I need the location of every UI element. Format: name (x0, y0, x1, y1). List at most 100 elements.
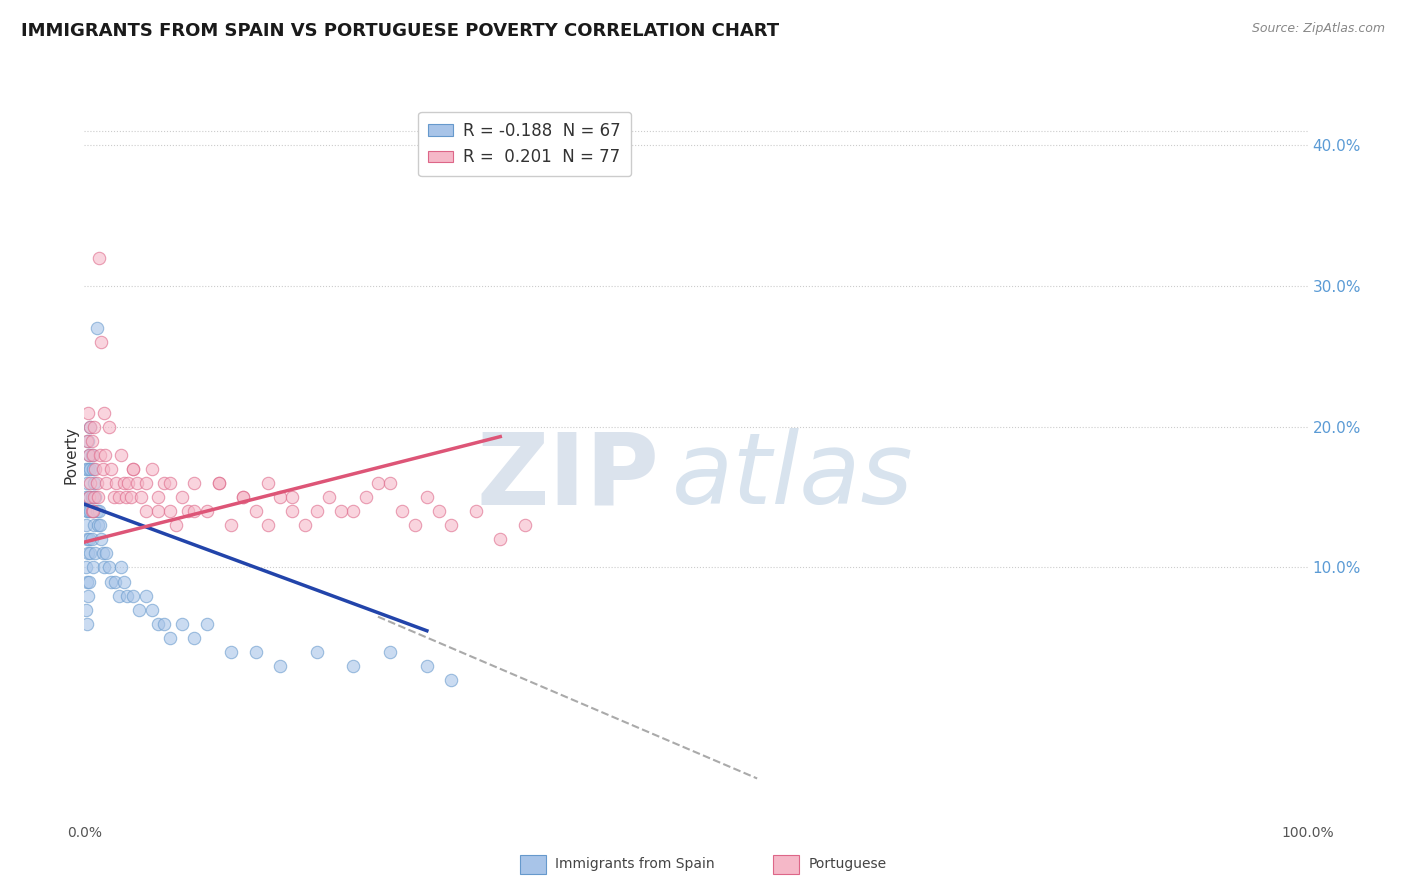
Point (129, 490, 152, 504)
Point (100, 462, 122, 476)
Point (110, 448, 132, 462)
Point (86, 321, 108, 335)
Text: ZIP: ZIP (477, 428, 659, 525)
Point (513, 518, 536, 533)
Point (146, 490, 169, 504)
Point (93, 406, 115, 420)
Point (77, 546, 100, 560)
Point (159, 504, 181, 518)
Point (183, 476, 205, 491)
Point (79, 546, 101, 560)
Point (86, 504, 108, 518)
Text: Portuguese: Portuguese (808, 857, 887, 871)
Point (107, 589, 129, 603)
Point (100, 574, 122, 589)
Point (153, 476, 176, 491)
Point (77, 448, 100, 462)
Point (77, 448, 100, 462)
Point (89, 518, 111, 533)
Point (219, 518, 242, 533)
Point (82, 448, 104, 462)
Point (83, 490, 105, 504)
Point (416, 659, 439, 673)
Point (257, 476, 280, 491)
Point (112, 476, 135, 491)
Point (404, 518, 426, 533)
Point (82, 462, 104, 476)
Legend: R = -0.188  N = 67, R =  0.201  N = 77: R = -0.188 N = 67, R = 0.201 N = 77 (419, 112, 631, 177)
Point (367, 476, 389, 491)
Point (79, 504, 101, 518)
Point (103, 490, 125, 504)
Point (281, 504, 304, 518)
Point (318, 490, 340, 504)
Point (75, 560, 97, 574)
Point (110, 560, 132, 574)
Point (245, 645, 267, 659)
Point (232, 490, 254, 504)
Point (281, 490, 304, 504)
Point (177, 504, 200, 518)
Point (117, 476, 139, 491)
Point (79, 476, 101, 491)
Point (208, 476, 231, 491)
Point (84, 546, 107, 560)
Point (77, 490, 100, 504)
Point (128, 602, 150, 616)
Point (208, 476, 231, 491)
Point (86, 476, 108, 491)
Point (96, 476, 118, 491)
Point (76, 504, 98, 518)
Point (115, 589, 138, 603)
Point (195, 504, 218, 518)
Point (183, 631, 205, 645)
Point (83, 518, 105, 533)
Point (77, 490, 100, 504)
Point (219, 645, 242, 659)
Point (269, 490, 291, 504)
Text: IMMIGRANTS FROM SPAIN VS PORTUGUESE POVERTY CORRELATION CHART: IMMIGRANTS FROM SPAIN VS PORTUGUESE POVE… (21, 22, 779, 40)
Point (77, 406, 100, 420)
Point (76, 476, 98, 491)
Point (82, 560, 104, 574)
Point (75, 602, 97, 616)
Point (104, 574, 127, 589)
Point (183, 504, 205, 518)
Point (153, 616, 176, 631)
Point (342, 504, 364, 518)
Point (76, 533, 98, 547)
Point (82, 504, 104, 518)
Point (94, 448, 117, 462)
Point (80, 504, 103, 518)
Point (75, 462, 97, 476)
Point (84, 490, 107, 504)
Point (294, 518, 316, 533)
Point (380, 645, 402, 659)
Point (489, 533, 512, 547)
Point (87, 251, 110, 265)
Point (342, 659, 364, 673)
Point (305, 504, 328, 518)
Point (172, 490, 194, 504)
Point (440, 518, 463, 533)
Point (80, 490, 103, 504)
Point (75, 490, 97, 504)
Point (82, 504, 104, 518)
Point (87, 518, 110, 533)
Y-axis label: Poverty: Poverty (63, 425, 79, 484)
Point (112, 574, 135, 589)
Point (79, 419, 101, 434)
Point (79, 419, 101, 434)
Point (77, 589, 100, 603)
Point (87, 504, 110, 518)
Point (120, 490, 142, 504)
Point (77, 504, 100, 518)
Point (135, 589, 157, 603)
Point (141, 602, 163, 616)
Point (90, 533, 112, 547)
Point (96, 546, 118, 560)
Point (91, 546, 114, 560)
Point (80, 448, 103, 462)
Point (83, 476, 105, 491)
Point (141, 462, 163, 476)
